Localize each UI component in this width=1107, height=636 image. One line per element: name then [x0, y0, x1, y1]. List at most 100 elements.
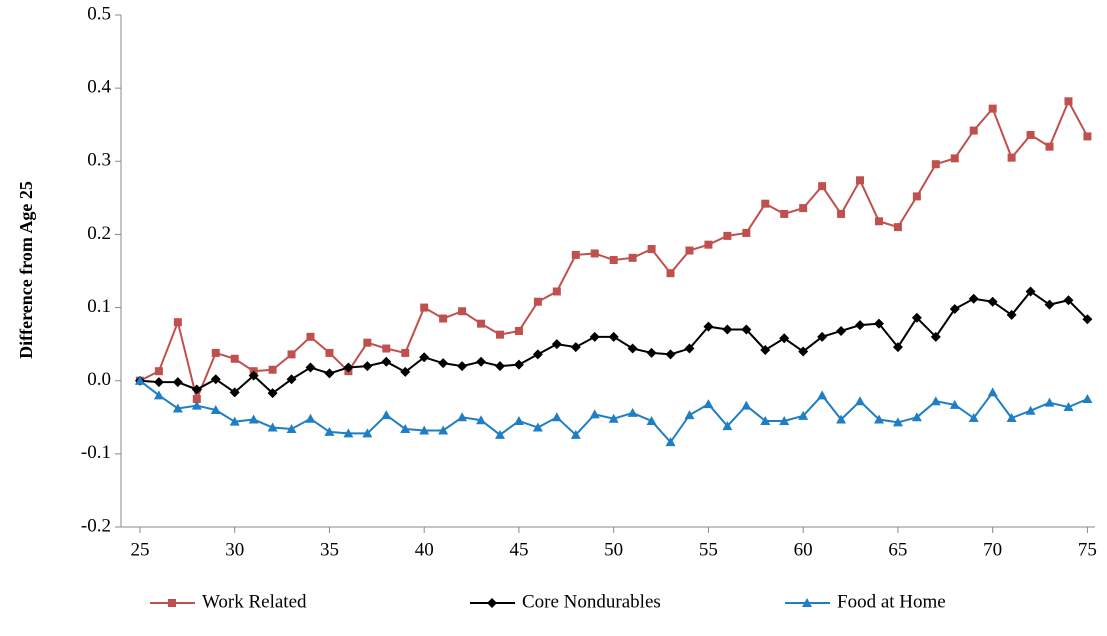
marker — [741, 324, 752, 335]
marker — [267, 422, 278, 432]
marker — [401, 348, 410, 357]
marker — [703, 399, 714, 409]
marker — [494, 361, 505, 372]
marker — [210, 374, 221, 385]
marker — [457, 412, 468, 422]
marker — [1026, 130, 1035, 139]
marker — [1064, 97, 1073, 106]
marker — [741, 400, 752, 410]
marker — [836, 414, 847, 424]
marker — [306, 332, 315, 341]
marker — [780, 209, 789, 218]
x-tick-label: 50 — [604, 539, 623, 560]
marker — [836, 325, 847, 336]
x-tick-label: 55 — [699, 539, 718, 560]
marker — [570, 342, 581, 353]
marker — [287, 350, 296, 359]
marker — [210, 404, 221, 414]
marker — [802, 598, 812, 607]
marker — [1007, 153, 1016, 162]
marker — [1006, 413, 1017, 423]
marker — [495, 330, 504, 339]
marker — [514, 326, 523, 335]
marker — [684, 343, 695, 354]
y-tick-label: 0.0 — [87, 369, 111, 390]
marker — [267, 388, 278, 399]
marker — [286, 423, 297, 433]
marker — [324, 368, 335, 379]
x-tick-label: 60 — [794, 539, 813, 560]
marker — [153, 377, 164, 388]
marker — [134, 375, 145, 385]
marker — [874, 217, 883, 226]
marker — [248, 370, 259, 381]
marker — [363, 338, 372, 347]
marker — [419, 425, 430, 435]
marker — [343, 428, 354, 438]
marker — [362, 428, 373, 438]
marker — [513, 415, 524, 425]
x-tick-label: 70 — [983, 539, 1002, 560]
marker — [761, 199, 770, 208]
marker — [1063, 402, 1074, 412]
marker — [704, 240, 713, 249]
marker — [760, 344, 771, 355]
marker — [665, 437, 676, 447]
marker — [439, 314, 448, 323]
y-tick-label: 0.5 — [87, 3, 111, 24]
marker — [191, 384, 202, 395]
marker — [1082, 314, 1093, 325]
marker — [911, 312, 922, 323]
marker — [153, 390, 164, 400]
marker — [856, 176, 865, 185]
marker — [855, 320, 866, 331]
x-tick-label: 35 — [320, 539, 339, 560]
marker — [930, 396, 941, 406]
marker — [685, 246, 694, 255]
marker — [192, 395, 201, 403]
marker — [230, 354, 239, 363]
marker — [608, 413, 619, 423]
marker — [532, 422, 543, 432]
x-tick-label: 75 — [1078, 539, 1097, 560]
marker — [1025, 405, 1036, 415]
series-line — [139, 290, 1089, 395]
x-tick-label: 45 — [509, 539, 528, 560]
marker — [419, 352, 430, 363]
marker — [742, 228, 751, 237]
marker — [627, 343, 638, 354]
y-tick-label: 0.4 — [87, 77, 111, 98]
marker — [723, 231, 732, 240]
marker — [477, 319, 486, 328]
marker — [494, 429, 505, 439]
marker — [533, 297, 542, 306]
marker — [760, 415, 771, 425]
marker — [173, 318, 182, 327]
legend-label: Work Related — [202, 591, 307, 612]
marker — [969, 126, 978, 135]
marker — [513, 359, 524, 370]
marker — [893, 223, 902, 232]
marker — [987, 296, 998, 307]
y-tick-label: -0.1 — [81, 442, 111, 463]
marker — [1045, 142, 1054, 151]
marker — [286, 374, 297, 385]
marker — [722, 421, 733, 431]
series-line — [139, 98, 1089, 403]
marker — [931, 160, 940, 169]
marker — [381, 356, 392, 367]
marker — [324, 426, 335, 436]
marker — [229, 387, 240, 398]
marker — [892, 342, 903, 353]
marker — [551, 412, 562, 422]
marker — [248, 414, 259, 424]
marker — [666, 269, 675, 278]
series-line — [139, 379, 1088, 444]
marker — [818, 182, 827, 191]
marker — [988, 104, 997, 113]
marker — [911, 412, 922, 422]
marker — [172, 403, 183, 413]
marker — [589, 331, 600, 342]
y-axis-label: Difference from Age 25 — [16, 181, 36, 359]
marker — [400, 366, 411, 377]
